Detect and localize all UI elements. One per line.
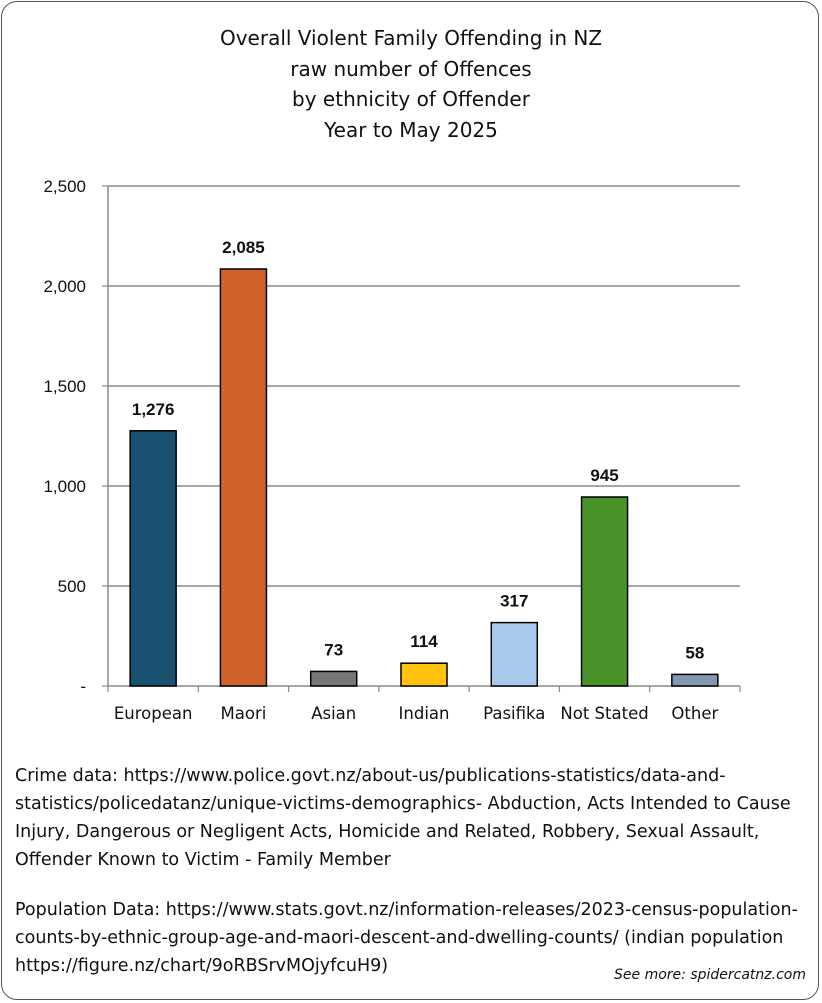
data-label: 317 bbox=[500, 592, 528, 611]
chart-title-line: by ethnicity of Offender bbox=[292, 87, 530, 111]
y-tick-label: - bbox=[80, 677, 86, 696]
x-category-label: Pasifika bbox=[483, 704, 545, 723]
x-category-label: Indian bbox=[399, 704, 450, 723]
credit-link[interactable]: See more: spidercatnz.com bbox=[614, 967, 806, 983]
bar-asian bbox=[309, 670, 358, 687]
data-label: 1,276 bbox=[132, 400, 175, 419]
data-label: 114 bbox=[410, 632, 438, 651]
y-tick-label: 1,500 bbox=[43, 377, 86, 396]
x-category-label: Maori bbox=[221, 704, 267, 723]
chart-title-line: raw number of Offences bbox=[290, 56, 532, 81]
population-data-note: Population Data: https://www.stats.govt.… bbox=[15, 900, 798, 976]
y-tick-label: 2,500 bbox=[43, 177, 86, 196]
chart-title: Overall Violent Family Offending in NZ r… bbox=[0, 23, 822, 145]
data-label: 73 bbox=[324, 640, 343, 659]
x-category-label: Not Stated bbox=[560, 704, 648, 723]
bar-other bbox=[671, 673, 719, 687]
bar-not-stated bbox=[580, 496, 629, 687]
bar-indian bbox=[400, 662, 448, 687]
chart-title-line: Overall Violent Family Offending in NZ bbox=[219, 26, 603, 50]
x-category-label: Other bbox=[671, 704, 718, 723]
bar-pasifika bbox=[490, 621, 539, 687]
data-label: 2,085 bbox=[222, 238, 265, 257]
chart-title-line: Year to May 2025 bbox=[324, 117, 498, 142]
y-tick-label: 2,000 bbox=[43, 277, 86, 296]
y-tick-label: 1,000 bbox=[43, 477, 86, 496]
data-label: 945 bbox=[590, 466, 618, 485]
source-notes: Crime data: https://www.police.govt.nz/a… bbox=[15, 762, 810, 980]
bar-maori bbox=[219, 268, 268, 687]
bar-european bbox=[129, 430, 177, 687]
x-category-label: European bbox=[114, 704, 193, 723]
bar-chart: - 500 1,000 1,500 2,000 2,500 1,276 European 2,0… bbox=[43, 177, 741, 723]
y-tick-label: 500 bbox=[58, 577, 86, 596]
data-label: 58 bbox=[685, 643, 704, 662]
crime-data-note: Crime data: https://www.police.govt.nz/a… bbox=[15, 766, 791, 870]
x-category-label: Asian bbox=[311, 704, 356, 723]
